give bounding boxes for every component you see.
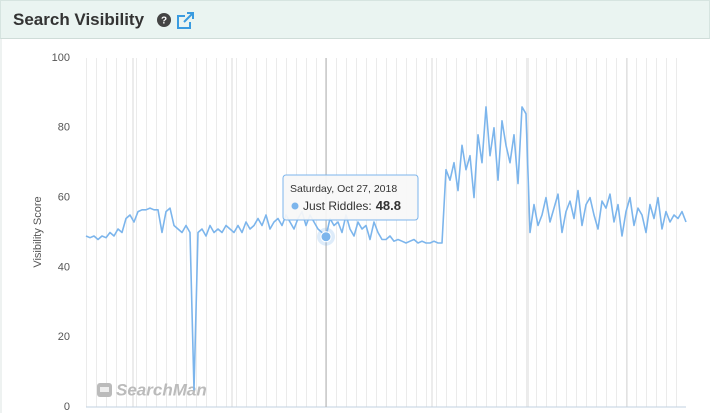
external-link-icon[interactable] bbox=[177, 12, 194, 29]
y-tick-label: 0 bbox=[64, 401, 70, 413]
help-icon[interactable] bbox=[157, 13, 171, 27]
header-icons: ? bbox=[157, 12, 194, 29]
y-axis-title: Visibility Score bbox=[32, 196, 44, 267]
y-tick-label: 100 bbox=[52, 52, 70, 64]
vertical-grid bbox=[86, 58, 686, 407]
watermark: SearchMan bbox=[116, 380, 207, 399]
tooltip: Saturday, Oct 27, 2018 Just Riddles: 48.8 bbox=[282, 174, 419, 221]
hover-point bbox=[320, 231, 332, 243]
y-tick-label: 40 bbox=[58, 261, 70, 273]
title: Search Visibility bbox=[13, 10, 145, 29]
tooltip-box bbox=[282, 174, 419, 221]
y-tick-label: 60 bbox=[58, 192, 70, 204]
y-tick-label: 80 bbox=[58, 122, 70, 134]
tooltip-text: Just Riddles: 48.8 bbox=[303, 198, 401, 213]
tooltip-marker bbox=[291, 202, 299, 210]
header: Search Visibility ? bbox=[0, 0, 710, 39]
tooltip-label: Just Riddles: bbox=[303, 199, 372, 213]
tooltip-title: Saturday, Oct 27, 2018 bbox=[290, 183, 397, 195]
major-grid bbox=[132, 58, 628, 407]
series-line bbox=[85, 106, 687, 391]
tooltip-value: 48.8 bbox=[376, 198, 401, 213]
y-tick-label: 20 bbox=[58, 331, 70, 343]
watermark-icon bbox=[97, 383, 112, 397]
svg-text:?: ? bbox=[161, 16, 167, 27]
